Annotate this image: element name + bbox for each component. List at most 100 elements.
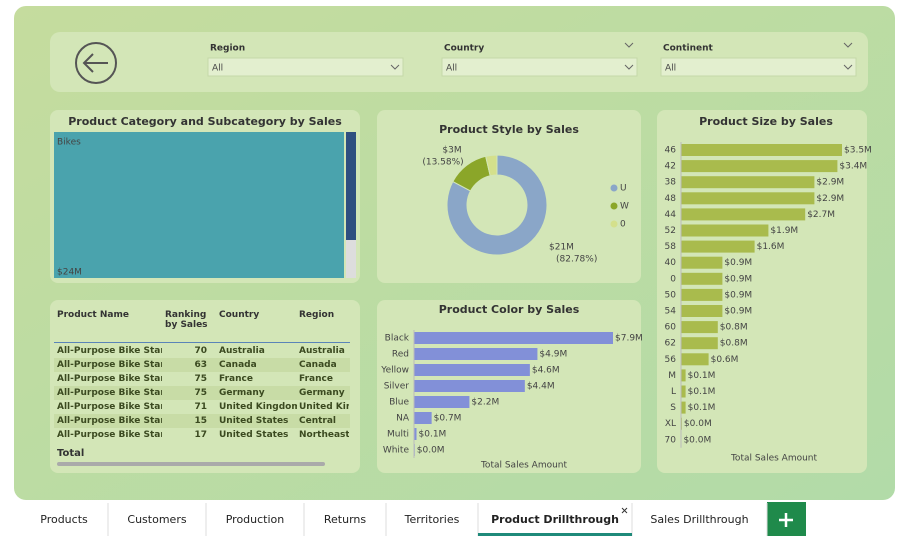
row[interactable]	[54, 414, 350, 428]
h-scrollbar[interactable]	[57, 462, 325, 466]
total-row: Total	[57, 448, 85, 459]
tab[interactable]: Returns	[324, 513, 367, 526]
cell: Northeast	[299, 430, 349, 440]
filter-label: Continent	[663, 44, 714, 54]
bar	[414, 364, 530, 376]
column-header: Product Name	[57, 310, 129, 320]
tab[interactable]: Product Drillthrough	[491, 513, 619, 526]
row[interactable]	[54, 428, 350, 442]
bar	[681, 144, 842, 156]
treemap-tile	[54, 132, 344, 278]
data-label: $0.1M	[688, 387, 716, 397]
category-label: Red	[392, 350, 409, 360]
cell: All-Purpose Bike Stand	[57, 416, 162, 426]
tab[interactable]: Production	[226, 513, 285, 526]
bar	[681, 288, 723, 301]
category-label: Black	[385, 334, 410, 344]
tile-value: $24M	[57, 268, 82, 278]
tab[interactable]: Territories	[404, 513, 460, 526]
data-label: $0.9M	[724, 307, 752, 317]
data-label: $0.0M	[683, 435, 711, 445]
data-label: $2.9M	[816, 178, 844, 188]
column-header: Country	[219, 310, 260, 320]
bar	[681, 385, 686, 398]
dropdown[interactable]	[441, 57, 638, 77]
row[interactable]	[54, 344, 350, 358]
category-label: 50	[665, 290, 677, 300]
data-label: $0.9M	[724, 274, 752, 284]
amount-label: $21M	[549, 243, 574, 253]
bar	[414, 332, 613, 344]
cell: Australia	[219, 346, 265, 356]
category-label: 46	[665, 146, 677, 156]
data-label: $2.9M	[816, 194, 844, 204]
legend-label: 0	[620, 220, 626, 230]
axis-title: Total Sales Amount	[730, 454, 818, 464]
dropdown-value: All	[212, 64, 223, 74]
bar	[681, 208, 806, 221]
dropdown-value: All	[446, 64, 457, 74]
tab[interactable]: Sales Drillthrough	[650, 513, 748, 526]
data-label: $4.6M	[532, 366, 560, 376]
tab-bar	[0, 502, 912, 536]
cell: Canada	[219, 360, 257, 370]
bar	[681, 224, 769, 237]
category-label: 60	[665, 323, 677, 333]
scroll-thumb[interactable]	[346, 132, 356, 240]
category-label: White	[383, 446, 410, 456]
category-label: 40	[665, 258, 677, 268]
cell: United States	[219, 416, 289, 426]
row[interactable]	[54, 400, 350, 414]
tab[interactable]: Customers	[127, 513, 186, 526]
cell: All-Purpose Bike Stand	[57, 346, 162, 356]
data-label: $0.8M	[720, 323, 748, 333]
cell: United States	[219, 430, 289, 440]
bar	[681, 160, 838, 173]
legend-label: W	[620, 202, 629, 212]
data-label: $0.0M	[684, 419, 712, 429]
bar	[681, 321, 718, 334]
bar	[681, 256, 723, 269]
dropdown[interactable]	[207, 57, 404, 77]
chart-title: Product Color by Sales	[439, 303, 580, 316]
back-button[interactable]	[75, 42, 117, 84]
category-label: Multi	[387, 430, 409, 440]
cell: Germany	[299, 388, 345, 398]
column-header: Ranking by Sales	[165, 310, 208, 330]
tab[interactable]: Products	[40, 513, 88, 526]
filter-label: Region	[210, 44, 245, 54]
active-tab-underline	[478, 533, 632, 536]
percent-label: (82.78%)	[556, 255, 597, 265]
row[interactable]	[54, 386, 350, 400]
category-label: NA	[396, 414, 410, 424]
cell: 70	[194, 346, 207, 356]
header-rule	[54, 342, 350, 343]
category-label: L	[671, 387, 676, 397]
legend-label: U	[620, 184, 627, 194]
data-label: $0.1M	[419, 430, 447, 440]
data-label: $2.2M	[471, 398, 499, 408]
chart-title: Product Size by Sales	[699, 115, 833, 128]
cell: United Kingdom	[219, 402, 297, 412]
row[interactable]	[54, 372, 350, 386]
cell: All-Purpose Bike Stand	[57, 374, 162, 384]
category-label: S	[670, 403, 676, 413]
data-label: $0.7M	[434, 414, 462, 424]
dropdown-value: All	[665, 64, 676, 74]
category-label: 54	[665, 307, 677, 317]
bar	[414, 428, 417, 440]
cell: United Kingdom	[299, 402, 349, 412]
chevron	[843, 64, 853, 70]
legend-marker	[610, 184, 618, 192]
dropdown[interactable]	[660, 57, 857, 77]
bar	[681, 192, 815, 205]
data-label: $3.5M	[844, 146, 872, 156]
tile-label: Bikes	[57, 138, 81, 148]
cell: France	[299, 374, 333, 384]
bar	[681, 272, 723, 285]
close-icon[interactable]	[621, 507, 628, 514]
row[interactable]	[54, 358, 350, 372]
bar	[681, 337, 718, 350]
chevron	[624, 64, 634, 70]
category-label: Blue	[389, 398, 409, 408]
